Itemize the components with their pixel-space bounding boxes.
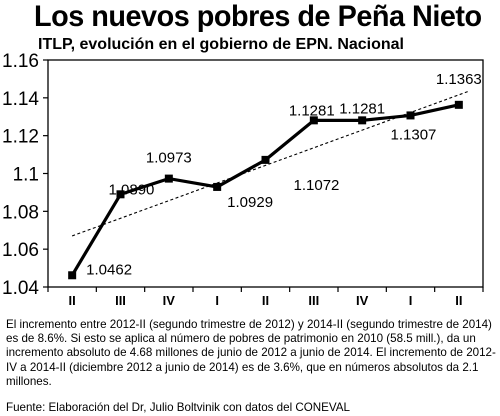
- y-tick-label: 1.1: [13, 165, 39, 186]
- data-label: 1.1281: [339, 100, 385, 117]
- data-point: [406, 111, 415, 120]
- data-label: 1.0929: [227, 194, 273, 211]
- data-label: 1.1072: [294, 177, 340, 194]
- y-tick-label: 1.06: [2, 240, 39, 261]
- chart-title: Los nuevos pobres de Peña Nieto: [34, 0, 482, 33]
- x-tick-label: II: [455, 293, 462, 308]
- x-tick-label: III: [115, 293, 126, 308]
- trend-line: [71, 90, 470, 237]
- data-label: 1.1281: [289, 102, 335, 119]
- data-label: 1.1307: [391, 126, 437, 143]
- x-tick-label: III: [308, 293, 319, 308]
- data-point: [309, 116, 318, 125]
- data-point: [164, 174, 173, 183]
- y-tick-label: 1.04: [2, 278, 39, 299]
- y-tick-label: 1.08: [2, 202, 39, 223]
- x-tick-label: I: [215, 293, 219, 308]
- data-label: 1.0462: [86, 261, 132, 278]
- data-label: 1.0890: [109, 181, 155, 198]
- data-point: [116, 190, 125, 199]
- data-point: [454, 100, 463, 109]
- data-point: [213, 182, 222, 191]
- data-point: [358, 116, 367, 125]
- x-tick-label: II: [69, 293, 76, 308]
- chart-subtitle: ITLP, evolución en el gobierno de EPN. N…: [38, 36, 404, 53]
- y-tick-label: 1.12: [2, 127, 39, 148]
- data-point: [68, 271, 77, 280]
- x-tick-label: I: [409, 293, 413, 308]
- data-point: [261, 155, 270, 164]
- x-tick-label: IV: [356, 293, 369, 308]
- x-tick-label: IV: [163, 293, 176, 308]
- y-tick-label: 1.14: [2, 89, 39, 110]
- y-tick-label: 1.16: [2, 51, 39, 72]
- chart-source: Fuente: Elaboración del Dr, Julio Boltvi…: [6, 401, 350, 414]
- plot-area-frame: [47, 59, 484, 288]
- data-label: 1.1363: [436, 71, 482, 88]
- x-tick-label: II: [262, 293, 269, 308]
- data-label: 1.0973: [146, 150, 192, 167]
- chart-note: El incremento entre 2012-II (segundo tri…: [6, 318, 496, 388]
